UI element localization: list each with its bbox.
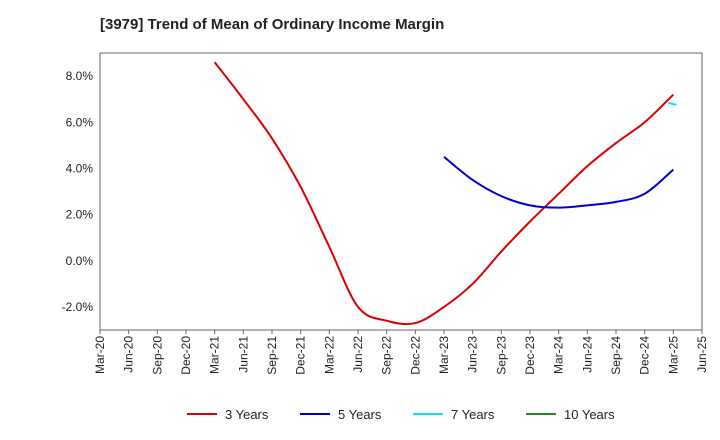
x-tick-label: Mar-24 [552, 336, 566, 374]
y-tick-label: 6.0% [66, 115, 94, 129]
legend-label-5-years: 5 Years [338, 407, 382, 422]
x-tick-label: Sep-23 [494, 336, 508, 375]
x-tick-label: Sep-22 [380, 336, 394, 375]
y-tick-label: 0.0% [66, 254, 94, 268]
x-tick-label: Jun-24 [580, 336, 594, 373]
tick-labels: 8.0% 6.0% 4.0% 2.0% 0.0% -2.0% Mar-20 Jun-20 Sep… [62, 69, 709, 375]
x-tick-label: Jun-20 [122, 336, 136, 373]
x-tick-label: Mar-20 [93, 336, 107, 374]
x-tick-label: Jun-23 [466, 336, 480, 373]
x-tick-label: Jun-25 [695, 336, 709, 373]
legend-label-7-years: 7 Years [451, 407, 495, 422]
x-tick-label: Jun-22 [351, 336, 365, 373]
x-tick-label: Mar-23 [437, 336, 451, 374]
y-tick-label: -2.0% [62, 300, 94, 314]
x-tick-label: Dec-21 [294, 336, 308, 375]
x-tick-label: Mar-22 [322, 336, 336, 374]
x-tick-label: Dec-20 [179, 336, 193, 375]
x-tick-label: Mar-21 [208, 336, 222, 374]
chart-title: [3979] Trend of Mean of Ordinary Income … [100, 16, 445, 33]
plot-frame [99, 52, 703, 331]
x-tick-label: Dec-23 [523, 336, 537, 375]
y-tick-label: 2.0% [66, 208, 94, 222]
series-line-3-years [213, 61, 675, 326]
x-tick-label: Sep-24 [609, 336, 623, 375]
x-tick-label: Sep-21 [265, 336, 279, 375]
legend: 3 Years 5 Years 7 Years 10 Years [187, 407, 615, 422]
y-tick-label: 8.0% [66, 69, 94, 83]
x-tick-label: Dec-22 [408, 336, 422, 375]
x-tick-label: Mar-25 [666, 336, 680, 374]
x-tick-label: Dec-24 [638, 336, 652, 375]
legend-label-10-years: 10 Years [564, 407, 615, 422]
series-line-7-years [668, 101, 677, 106]
axes [99, 52, 703, 334]
x-tick-label: Jun-21 [236, 336, 250, 373]
y-tick-label: 4.0% [66, 161, 94, 175]
legend-label-3-years: 3 Years [225, 407, 269, 422]
series-lines [213, 61, 677, 326]
x-tick-label: Sep-20 [150, 336, 164, 375]
